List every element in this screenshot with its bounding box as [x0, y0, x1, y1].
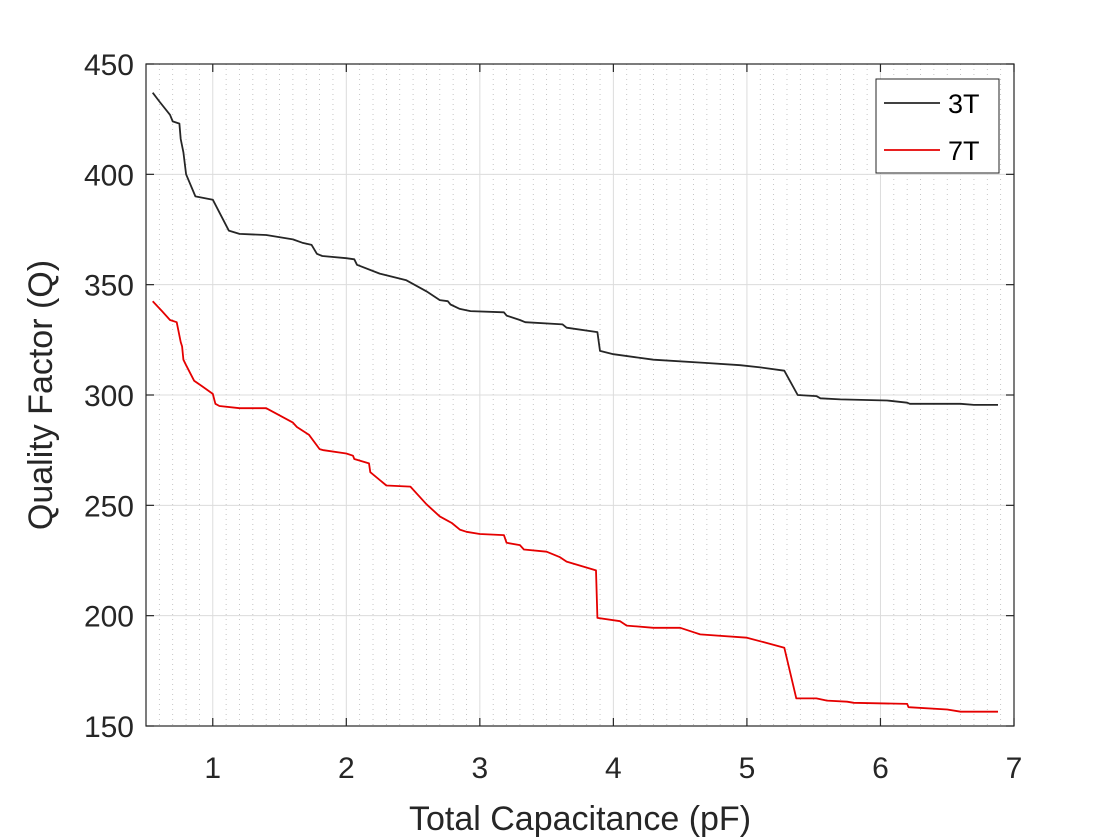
- x-tick-label: 6: [872, 752, 889, 785]
- series-layer: [151, 92, 998, 713]
- y-tick-label: 150: [84, 711, 134, 744]
- axis-ticks: [146, 63, 1015, 727]
- y-tick-label: 450: [84, 49, 134, 82]
- series-line-7T: [152, 300, 998, 713]
- y-tick-label: 250: [84, 490, 134, 523]
- x-axis-label: Total Capacitance (pF): [409, 800, 751, 838]
- tick-labels: 1 2 3 4 5 6 7 150 200 250 300 350 400 450: [84, 49, 1022, 785]
- legend: 3T 7T: [875, 78, 1000, 174]
- y-tick-label: 300: [84, 380, 134, 413]
- x-tick-label: 2: [338, 752, 355, 785]
- x-tick-label: 1: [204, 752, 221, 785]
- y-tick-label: 400: [84, 159, 134, 192]
- series-line-3T: [151, 92, 998, 406]
- legend-box: [875, 78, 1000, 174]
- legend-label-7T: 7T: [948, 136, 980, 166]
- x-tick-label: 4: [605, 752, 622, 785]
- y-tick-label: 200: [84, 601, 134, 634]
- y-tick-label: 350: [84, 270, 134, 303]
- legend-label-3T: 3T: [948, 89, 980, 119]
- x-tick-label: 3: [472, 752, 489, 785]
- x-tick-label: 7: [1006, 752, 1023, 785]
- y-axis-label: Quality Factor (Q): [22, 260, 60, 530]
- x-tick-label: 5: [739, 752, 756, 785]
